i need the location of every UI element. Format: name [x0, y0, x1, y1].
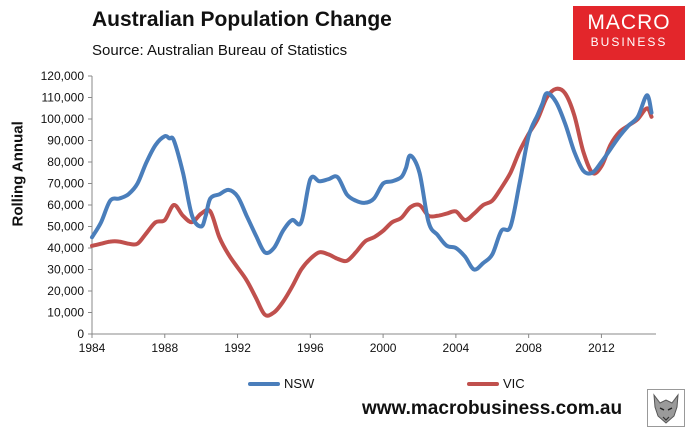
y-tick-label: 0 [77, 327, 84, 341]
y-tick-label: 10,000 [47, 306, 84, 320]
x-tick-label: 2004 [443, 341, 470, 355]
y-tick-label: 90,000 [47, 134, 84, 148]
x-tick-label: 2000 [370, 341, 397, 355]
website-url: www.macrobusiness.com.au [362, 398, 623, 419]
x-tick-label: 1984 [79, 341, 106, 355]
logo-line-2: BUSINESS [590, 35, 668, 49]
axes-group: 0 10,000 20,000 30,000 40,000 50,000 60,000 70,… [41, 69, 656, 355]
legend-vic: VIC [467, 376, 525, 391]
source-note: Source: Australian Bureau of Statistics [92, 42, 348, 59]
legend-nsw: NSW [248, 376, 314, 391]
x-tick-label: 2008 [515, 341, 542, 355]
y-tick-label: 50,000 [47, 220, 84, 234]
y-tick-label: 120,000 [41, 69, 85, 83]
y-tick-label: 80,000 [47, 155, 84, 169]
x-tick-label: 2012 [588, 341, 615, 355]
legend-nsw-label: NSW [284, 376, 315, 391]
series-group [90, 86, 654, 318]
x-tick-label: 1996 [297, 341, 324, 355]
wolf-logo-icon [647, 389, 685, 427]
x-tick-label: 1988 [151, 341, 178, 355]
legend-vic-label: VIC [503, 376, 525, 391]
x-tick-label: 1992 [224, 341, 251, 355]
legend-nsw-swatch [248, 381, 280, 386]
legend-vic-swatch [467, 381, 499, 386]
y-tick-label: 30,000 [47, 263, 84, 277]
y-tick-label: 100,000 [41, 112, 85, 126]
y-tick-label: 20,000 [47, 284, 84, 298]
y-tick-label: 70,000 [47, 177, 84, 191]
logo-line-1: MACRO [587, 11, 671, 34]
y-tick-label: 60,000 [47, 198, 84, 212]
series-line-vic [90, 86, 654, 318]
chart-title: Australian Population Change [92, 8, 392, 31]
y-tick-label: 110,000 [42, 91, 85, 105]
macrobusiness-logo: MACRO BUSINESS [573, 6, 685, 60]
y-tick-label: 40,000 [47, 241, 84, 255]
series-line-nsw [90, 91, 654, 272]
